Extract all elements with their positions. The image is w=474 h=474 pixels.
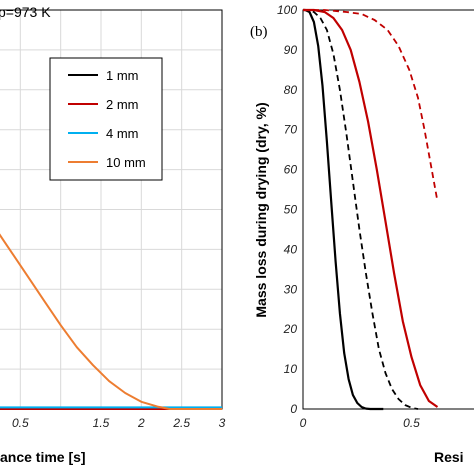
- panel-b-plot-frame: [302, 9, 474, 410]
- x-tick-label: 0: [300, 416, 307, 430]
- curve-1: [303, 8, 384, 411]
- curve-2: [303, 9, 419, 410]
- panel-a: 0.5 1.5 2 2.5 3 p=973 K ance time [s] 1 mm 2 …: [0, 4, 226, 465]
- panel-b-y-tick-labels: 0 10 20 30 40 50 60 70 80 90 100: [277, 3, 297, 416]
- y-tick-label: 100: [277, 3, 297, 17]
- y-tick-label: 70: [284, 123, 298, 137]
- panel-a-x-tick-labels: 0.5 1.5 2 2.5 3: [12, 416, 226, 430]
- y-tick-label: 50: [284, 203, 298, 217]
- y-tick-label: 90: [284, 43, 298, 57]
- y-tick-label: 20: [283, 322, 298, 336]
- legend-entry-label: 4 mm: [106, 126, 139, 141]
- panel-b-x-axis-title: Resi: [434, 449, 464, 465]
- x-tick-label: 0.5: [403, 416, 420, 430]
- panel-a-series-lines: [0, 233, 222, 410]
- panel-a-x-axis-title: ance time [s]: [0, 449, 86, 465]
- x-tick-label: 3: [219, 416, 226, 430]
- curve-4: [303, 9, 439, 202]
- y-tick-label: 80: [284, 83, 298, 97]
- panel-b-x-tick-labels: 0 0.5: [300, 416, 421, 430]
- panel-b-series-lines: [303, 8, 439, 411]
- y-tick-label: 30: [284, 282, 298, 296]
- x-tick-label: 2.5: [172, 416, 190, 430]
- legend-entry-label: 10 mm: [106, 155, 146, 170]
- x-tick-label: 1.5: [93, 416, 110, 430]
- y-tick-label: 40: [284, 242, 298, 256]
- panel-a-legend: 1 mm 2 mm 4 mm 10 mm: [49, 57, 163, 181]
- curve-3: [303, 8, 439, 408]
- panel-b-label: (b): [250, 24, 268, 40]
- legend-box: [49, 57, 163, 181]
- legend-entry-label: 1 mm: [106, 68, 139, 83]
- y-tick-label: 10: [284, 362, 298, 376]
- panel-b-y-axis-title: Mass loss during drying (dry, %): [253, 102, 269, 317]
- x-tick-label: 2: [137, 416, 145, 430]
- y-tick-label: 0: [290, 402, 297, 416]
- legend-entry-label: 2 mm: [106, 97, 139, 112]
- series-line-10-mm: [0, 233, 222, 410]
- panel-a-annotation: p=973 K: [0, 4, 51, 20]
- x-tick-label: 0.5: [12, 416, 29, 430]
- y-tick-label: 60: [284, 163, 298, 177]
